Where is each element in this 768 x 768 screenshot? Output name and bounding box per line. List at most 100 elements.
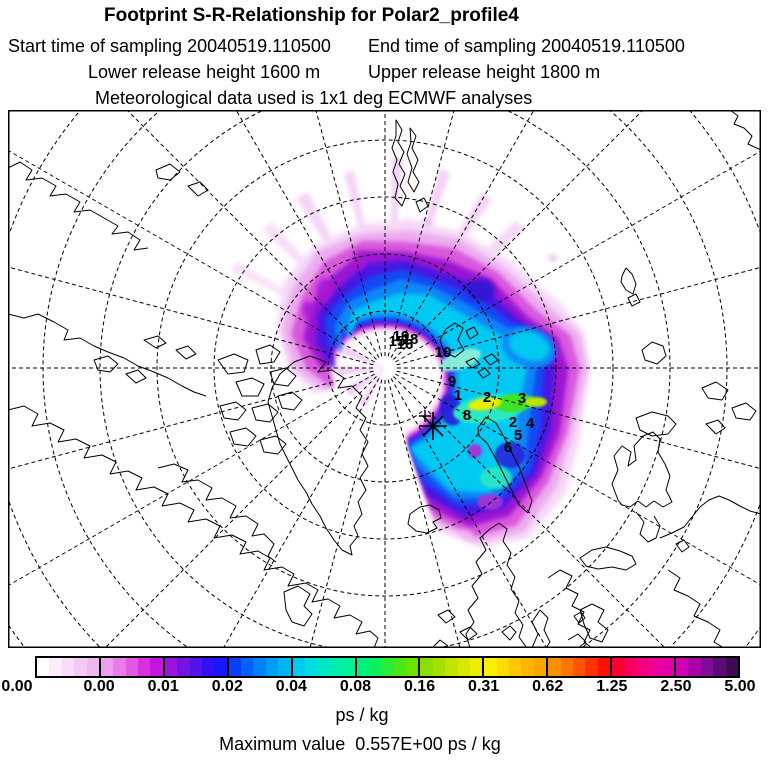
trajectory-day-label: 8 [463, 407, 471, 424]
trajectory-day-label: 6 [504, 439, 512, 456]
colorbar-step [457, 658, 470, 676]
colorbar-tick-label: 0.62 [532, 678, 564, 695]
colorbar-ticks: 0.00 0.00 0.01 0.02 0.04 0.08 0.16 0.31 0.62 1.25… [0, 678, 768, 698]
colorbar-step [393, 658, 407, 676]
colorbar-step [150, 658, 163, 676]
colorbar-step [100, 658, 114, 676]
max-value-label: Maximum value 0.557E+00 ps / kg [219, 734, 501, 754]
upper-release-label: Upper release height 1800 m [368, 62, 601, 82]
colorbar-tick-label: 0.31 [468, 678, 500, 695]
trajectory-point-marker [419, 410, 431, 422]
trajectory-day-label: 9 [448, 373, 456, 390]
colorbar-step [406, 658, 419, 676]
colorbar [35, 656, 740, 678]
release-location-marker [419, 412, 447, 440]
trajectory-day-label: 19 [393, 328, 410, 345]
colorbar-step [164, 658, 178, 676]
colorbar-step [253, 658, 266, 676]
coastlines [8, 110, 761, 648]
trajectory-day-label: 2 [509, 414, 517, 431]
colorbar-step [597, 658, 611, 676]
met-data-label: Meteorological data used is 1x1 deg ECMW… [95, 88, 533, 108]
colorbar-step [624, 658, 637, 676]
colorbar-segment [37, 658, 101, 676]
colorbar-step [86, 658, 99, 676]
colorbar-step [676, 658, 689, 676]
colorbar-segment [356, 658, 421, 676]
colorbar-step [521, 658, 534, 676]
colorbar-tick-label: 0.00 [1, 678, 33, 695]
colorbar-tick-label: 0.04 [275, 678, 307, 695]
colorbar-segment [228, 658, 293, 676]
colorbar-step [661, 658, 675, 676]
colorbar-tick-label: 2.50 [660, 678, 692, 695]
colorbar-tick-label: 0.08 [339, 678, 372, 695]
colorbar-step [278, 658, 291, 676]
trajectory-day-label: 10 [435, 344, 452, 361]
colorbar-step [573, 658, 586, 676]
graticule [8, 110, 761, 648]
trajectory-day-label: 5 [514, 427, 522, 444]
colorbar-step [113, 658, 126, 676]
colorbar-step [61, 658, 75, 676]
colorbar-segment [612, 658, 677, 676]
colorbar-step [533, 658, 547, 676]
colorbar-step [560, 658, 573, 676]
colorbar-step [241, 658, 254, 676]
colorbar-step [445, 658, 458, 676]
map-frame [8, 110, 761, 648]
colorbar-step [292, 658, 305, 676]
colorbar-tick-label: 0.02 [211, 678, 243, 695]
trajectory-day-label: 1 [454, 387, 462, 404]
colorbar-tick-label: 0.01 [147, 678, 179, 695]
colorbar-tick-label: 0.16 [403, 678, 436, 695]
colorbar-step [381, 658, 394, 676]
trajectory-day-label: 2 [483, 389, 491, 406]
colorbar-step [585, 658, 598, 676]
trajectory-day-label: 4 [526, 415, 535, 432]
trajectory-day-label: 15 [389, 333, 406, 350]
colorbar-step [189, 658, 202, 676]
plume-layer [230, 156, 590, 548]
trajectory-day-label: 16 [397, 336, 414, 353]
colorbar-step [700, 658, 714, 676]
colorbar-tick-label: 1.25 [596, 678, 628, 695]
colorbar-step [214, 658, 227, 676]
colorbar-step [612, 658, 625, 676]
trajectory-day-label: 3 [518, 390, 526, 407]
colorbar-segment [100, 658, 165, 676]
colorbar-step [469, 658, 483, 676]
colorbar-step [420, 658, 433, 676]
colorbar-segment [164, 658, 229, 676]
colorbar-step [201, 658, 215, 676]
colorbar-step [432, 658, 446, 676]
colorbar-segment [292, 658, 357, 676]
colorbar-step [484, 658, 497, 676]
colorbar-step [509, 658, 522, 676]
colorbar-segment [548, 658, 613, 676]
colorbar-step [356, 658, 369, 676]
colorbar-segment [484, 658, 549, 676]
colorbar-step [49, 658, 62, 676]
colorbar-step [305, 658, 318, 676]
colorbar-tick-label: 0.00 [83, 678, 115, 695]
colorbar-step [228, 658, 242, 676]
colorbar-step [368, 658, 382, 676]
colorbar-step [713, 658, 726, 676]
lower-release-label: Lower release height 1600 m [88, 62, 321, 82]
colorbar-step [265, 658, 279, 676]
colorbar-step [125, 658, 139, 676]
colorbar-segment [420, 658, 485, 676]
colorbar-step [636, 658, 650, 676]
trajectory-day-label: 18 [402, 331, 419, 348]
colorbar-segment [676, 658, 738, 676]
start-time-label: Start time of sampling 20040519.110500 [8, 36, 331, 56]
colorbar-step [725, 658, 738, 676]
colorbar-step [37, 658, 50, 676]
colorbar-step [688, 658, 701, 676]
colorbar-tick-label: 5.00 [724, 678, 756, 695]
colorbar-step [138, 658, 151, 676]
